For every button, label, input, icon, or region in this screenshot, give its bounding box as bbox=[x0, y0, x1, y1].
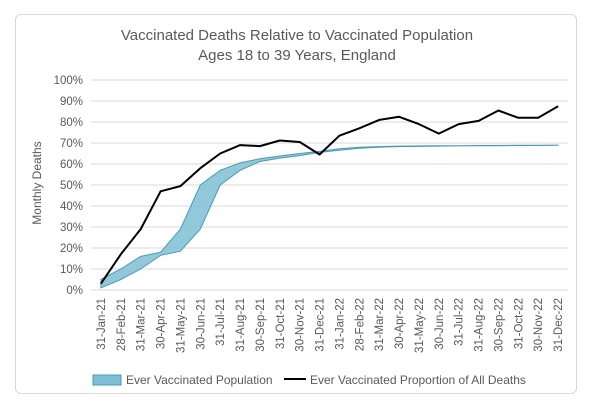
x-tick-label: 30-Jun-21 bbox=[195, 298, 207, 350]
y-tick-label: 60% bbox=[60, 159, 83, 171]
legend-label-population: Ever Vaccinated Population bbox=[126, 373, 273, 387]
x-tick-label: 28-Feb-22 bbox=[354, 298, 366, 351]
line-layer bbox=[100, 105, 559, 285]
x-tick-label: 31-Dec-22 bbox=[553, 298, 565, 352]
y-tick-label: 90% bbox=[60, 96, 83, 108]
x-tick-label: 31-Jul-22 bbox=[454, 298, 466, 346]
y-tick-label: 80% bbox=[60, 117, 83, 129]
series-band-ever-vaccinated-population bbox=[100, 144, 559, 289]
chart-title: Vaccinated Deaths Relative to Vaccinated… bbox=[121, 27, 473, 44]
chart-svg: Vaccinated Deaths Relative to Vaccinated… bbox=[30, 27, 568, 387]
chart-subtitle: Ages 18 to 39 Years, England bbox=[198, 47, 396, 64]
y-tick-label: 100% bbox=[54, 75, 83, 87]
x-tick-label: 31-May-21 bbox=[175, 298, 187, 353]
y-tick-labels: 0% 10% 20% 30% 40% 50% 60% 70% 80% 90% 100% bbox=[54, 75, 83, 297]
x-tick-label: 30-Apr-21 bbox=[156, 298, 168, 349]
x-tick-label: 31-Mar-22 bbox=[374, 298, 386, 351]
series-line-proportion-of-deaths bbox=[100, 105, 559, 285]
x-tick-label: 31-Aug-21 bbox=[235, 298, 247, 352]
x-tick-label: 31-Jan-22 bbox=[334, 298, 346, 350]
y-tick-label: 70% bbox=[60, 138, 83, 150]
x-tick-labels: 31-Jan-21 28-Feb-21 31-Mar-21 30-Apr-21 31-M… bbox=[96, 298, 565, 353]
x-tick-label: 31-May-22 bbox=[414, 298, 426, 353]
x-tick-label: 30-Nov-21 bbox=[295, 298, 307, 352]
y-axis-title: Monthly Deaths bbox=[30, 141, 44, 224]
x-tick-label: 31-Jan-21 bbox=[96, 298, 108, 350]
y-tick-label: 0% bbox=[66, 285, 83, 297]
x-tick-label: 31-Mar-21 bbox=[136, 298, 148, 351]
x-tick-label: 28-Feb-21 bbox=[116, 298, 128, 351]
legend-swatch-population bbox=[92, 374, 122, 386]
x-tick-label: 30-Jun-22 bbox=[434, 298, 446, 350]
x-tick-label: 30-Sep-21 bbox=[255, 298, 267, 352]
x-tick-label: 31-Jul-21 bbox=[215, 298, 227, 346]
x-tick-label: 31-Oct-22 bbox=[513, 298, 525, 349]
legend-label-deaths: Ever Vaccinated Proportion of All Deaths bbox=[310, 373, 526, 387]
legend: Ever Vaccinated Population Ever Vaccinat… bbox=[92, 373, 526, 387]
y-tick-label: 30% bbox=[60, 222, 83, 234]
x-tick-label: 30-Nov-22 bbox=[533, 298, 545, 352]
chart-card: Vaccinated Deaths Relative to Vaccinated… bbox=[15, 14, 577, 394]
band-layer bbox=[100, 144, 559, 289]
x-tick-label: 31-Aug-22 bbox=[474, 298, 486, 352]
y-tick-label: 40% bbox=[60, 201, 83, 213]
x-tick-label: 31-Dec-21 bbox=[315, 298, 327, 352]
y-tick-label: 10% bbox=[60, 264, 83, 276]
y-tick-label: 50% bbox=[60, 180, 83, 192]
x-tick-label: 30-Sep-22 bbox=[493, 298, 505, 352]
y-tick-label: 20% bbox=[60, 243, 83, 255]
x-tick-label: 31-Oct-21 bbox=[275, 298, 287, 349]
x-tick-label: 30-Apr-22 bbox=[394, 298, 406, 349]
